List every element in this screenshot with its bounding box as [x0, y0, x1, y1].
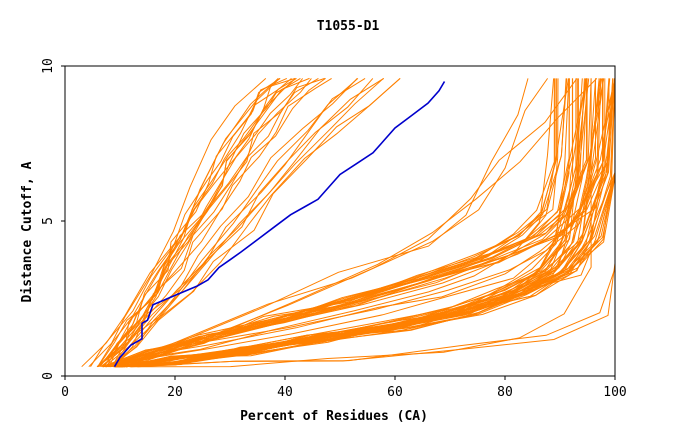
series-line	[88, 78, 267, 368]
chart-title: T1055-D1	[317, 19, 380, 34]
series-layer	[81, 77, 616, 368]
y-axis-ticks: 0 5 10	[41, 58, 65, 380]
series-line	[97, 78, 296, 367]
series-line	[110, 78, 587, 368]
series-line	[119, 78, 603, 368]
x-tick-label: 40	[277, 385, 293, 400]
series-line	[96, 77, 332, 368]
series-line	[118, 78, 614, 368]
series-line	[122, 78, 610, 368]
x-tick-label: 20	[167, 385, 183, 400]
series-line	[103, 78, 596, 368]
series-line	[105, 78, 592, 368]
series-line	[123, 78, 598, 368]
series-line	[97, 77, 281, 367]
series-line	[104, 78, 401, 368]
x-axis-label: Percent of Residues (CA)	[240, 409, 428, 424]
series-line	[114, 78, 586, 368]
series-line	[126, 78, 570, 368]
series-line	[105, 78, 559, 368]
series-line	[109, 78, 568, 368]
series-line	[126, 78, 549, 368]
series-line	[111, 78, 384, 367]
series-line	[120, 78, 602, 368]
series-line	[109, 78, 359, 368]
x-axis-ticks: 0 20 40 60 80 100	[61, 376, 627, 400]
series-line	[96, 77, 325, 368]
series-line	[118, 78, 529, 368]
y-tick-label: 10	[41, 58, 56, 74]
highlight-series-line	[113, 81, 446, 368]
series-line	[105, 78, 605, 368]
series-line	[96, 77, 326, 368]
series-line	[121, 78, 616, 368]
x-tick-label: 0	[61, 385, 69, 400]
series-line	[108, 77, 301, 367]
y-axis-label: Distance Cutoff, A	[20, 161, 35, 302]
series-line	[116, 78, 578, 368]
series-line	[114, 78, 558, 368]
x-tick-label: 60	[387, 385, 403, 400]
series-line	[111, 78, 358, 367]
series-line	[115, 78, 579, 368]
y-tick-label: 0	[41, 372, 56, 380]
y-tick-label: 5	[41, 217, 56, 225]
x-tick-label: 100	[603, 385, 626, 400]
series-line	[120, 78, 616, 368]
series-line	[129, 78, 592, 368]
series-line	[137, 78, 616, 368]
series-line	[120, 78, 590, 368]
series-line	[97, 77, 319, 368]
series-line	[114, 77, 366, 368]
series-line	[121, 78, 616, 368]
series-line	[110, 78, 401, 368]
series-line	[118, 78, 601, 368]
x-tick-label: 80	[497, 385, 513, 400]
